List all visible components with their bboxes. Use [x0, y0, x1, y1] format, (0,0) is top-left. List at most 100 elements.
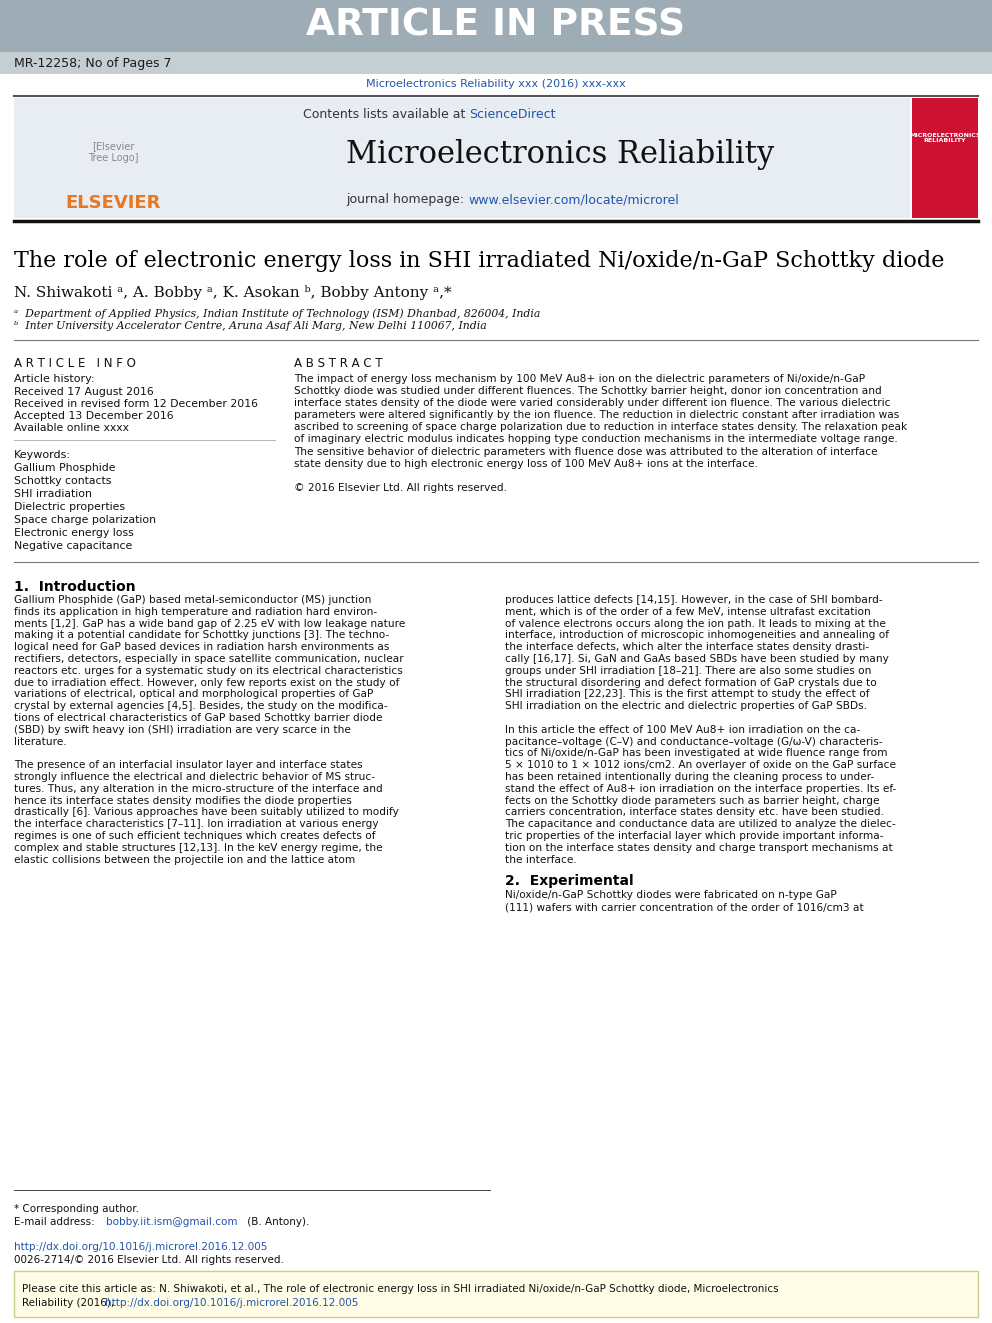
Text: Gallium Phosphide: Gallium Phosphide: [14, 463, 115, 474]
Text: variations of electrical, optical and morphological properties of GaP: variations of electrical, optical and mo…: [14, 689, 373, 700]
Text: interface states density of the diode were varied considerably under different i: interface states density of the diode we…: [294, 398, 891, 409]
Text: state density due to high electronic energy loss of 100 MeV Au8+ ions at the int: state density due to high electronic ene…: [294, 459, 758, 468]
Text: making it a potential candidate for Schottky junctions [3]. The techno-: making it a potential candidate for Scho…: [14, 630, 389, 640]
Text: Schottky contacts: Schottky contacts: [14, 476, 111, 486]
Text: In this article the effect of 100 MeV Au8+ ion irradiation on the ca-: In this article the effect of 100 MeV Au…: [505, 725, 860, 734]
Text: MR-12258; No of Pages 7: MR-12258; No of Pages 7: [14, 57, 172, 70]
Text: produces lattice defects [14,15]. However, in the case of SHI bombard-: produces lattice defects [14,15]. Howeve…: [505, 595, 883, 605]
Text: tion on the interface states density and charge transport mechanisms at: tion on the interface states density and…: [505, 843, 893, 853]
Text: rectifiers, detectors, especially in space satellite communication, nuclear: rectifiers, detectors, especially in spa…: [14, 654, 404, 664]
Text: MICROELECTRONICS
RELIABILITY: MICROELECTRONICS RELIABILITY: [910, 132, 981, 143]
Text: finds its application in high temperature and radiation hard environ-: finds its application in high temperatur…: [14, 607, 377, 617]
Text: The impact of energy loss mechanism by 100 MeV Au8+ ion on the dielectric parame: The impact of energy loss mechanism by 1…: [294, 374, 865, 384]
Text: logical need for GaP based devices in radiation harsh environments as: logical need for GaP based devices in ra…: [14, 642, 390, 652]
Text: SHI irradiation [22,23]. This is the first attempt to study the effect of: SHI irradiation [22,23]. This is the fir…: [505, 689, 870, 700]
Bar: [0, 0, 992, 52]
Text: Microelectronics Reliability: Microelectronics Reliability: [346, 139, 774, 171]
Text: fects on the Schottky diode parameters such as barrier height, charge: fects on the Schottky diode parameters s…: [505, 795, 880, 806]
Text: (111) wafers with carrier concentration of the order of 1016/cm3 at: (111) wafers with carrier concentration …: [505, 902, 864, 912]
Text: ascribed to screening of space charge polarization due to reduction in interface: ascribed to screening of space charge po…: [294, 422, 907, 433]
Text: Keywords:: Keywords:: [14, 450, 71, 460]
Text: the interface.: the interface.: [505, 855, 576, 865]
Text: http://dx.doi.org/10.1016/j.microrel.2016.12.005: http://dx.doi.org/10.1016/j.microrel.201…: [105, 1298, 358, 1308]
Text: SHI irradiation: SHI irradiation: [14, 490, 92, 499]
Text: ments [1,2]. GaP has a wide band gap of 2.25 eV with low leakage nature: ments [1,2]. GaP has a wide band gap of …: [14, 619, 406, 628]
Text: ARTICLE IN PRESS: ARTICLE IN PRESS: [307, 8, 685, 44]
Text: bobby.iit.ism@gmail.com: bobby.iit.ism@gmail.com: [106, 1217, 237, 1226]
Text: (SBD) by swift heavy ion (SHI) irradiation are very scarce in the: (SBD) by swift heavy ion (SHI) irradiati…: [14, 725, 351, 734]
Text: Contents lists available at: Contents lists available at: [303, 107, 469, 120]
Bar: [14, 1271, 978, 1316]
Text: tures. Thus, any alteration in the micro-structure of the interface and: tures. Thus, any alteration in the micro…: [14, 783, 383, 794]
Text: 5 × 1010 to 1 × 1012 ions/cm2. An overlayer of oxide on the GaP surface: 5 × 1010 to 1 × 1012 ions/cm2. An overla…: [505, 761, 896, 770]
Text: cally [16,17]. Si, GaN and GaAs based SBDs have been studied by many: cally [16,17]. Si, GaN and GaAs based SB…: [505, 654, 889, 664]
Text: SHI irradiation on the electric and dielectric properties of GaP SBDs.: SHI irradiation on the electric and diel…: [505, 701, 867, 712]
Text: ELSEVIER: ELSEVIER: [65, 194, 161, 212]
Text: Article history:: Article history:: [14, 374, 94, 384]
Bar: [912, 98, 978, 218]
Text: elastic collisions between the projectile ion and the lattice atom: elastic collisions between the projectil…: [14, 855, 355, 865]
Text: groups under SHI irradiation [18–21]. There are also some studies on: groups under SHI irradiation [18–21]. Th…: [505, 665, 871, 676]
Text: tric properties of the interfacial layer which provide important informa-: tric properties of the interfacial layer…: [505, 831, 884, 841]
Text: has been retained intentionally during the cleaning process to under-: has been retained intentionally during t…: [505, 773, 874, 782]
Text: literature.: literature.: [14, 737, 66, 746]
Text: regimes is one of such efficient techniques which creates defects of: regimes is one of such efficient techniq…: [14, 831, 376, 841]
Text: interface, introduction of microscopic inhomogeneities and annealing of: interface, introduction of microscopic i…: [505, 630, 889, 640]
Text: The capacitance and conductance data are utilized to analyze the dielec-: The capacitance and conductance data are…: [505, 819, 896, 830]
Text: Gallium Phosphide (GaP) based metal-semiconductor (MS) junction: Gallium Phosphide (GaP) based metal-semi…: [14, 595, 371, 605]
Text: * Corresponding author.: * Corresponding author.: [14, 1204, 139, 1215]
Text: 0026-2714/© 2016 Elsevier Ltd. All rights reserved.: 0026-2714/© 2016 Elsevier Ltd. All right…: [14, 1256, 284, 1265]
Text: Please cite this article as: N. Shiwakoti, et al., The role of electronic energy: Please cite this article as: N. Shiwakot…: [22, 1285, 779, 1294]
Text: reactors etc. urges for a systematic study on its electrical characteristics: reactors etc. urges for a systematic stu…: [14, 665, 403, 676]
Text: Electronic energy loss: Electronic energy loss: [14, 528, 134, 538]
Text: 1.  Introduction: 1. Introduction: [14, 579, 136, 594]
Text: the interface defects, which alter the interface states density drasti-: the interface defects, which alter the i…: [505, 642, 869, 652]
Text: due to irradiation effect. However, only few reports exist on the study of: due to irradiation effect. However, only…: [14, 677, 400, 688]
Text: Available online xxxx: Available online xxxx: [14, 423, 129, 433]
Text: Dielectric properties: Dielectric properties: [14, 501, 125, 512]
Text: Microelectronics Reliability xxx (2016) xxx-xxx: Microelectronics Reliability xxx (2016) …: [366, 79, 626, 89]
Text: stand the effect of Au8+ ion irradiation on the interface properties. Its ef-: stand the effect of Au8+ ion irradiation…: [505, 783, 896, 794]
Text: hence its interface states density modifies the diode properties: hence its interface states density modif…: [14, 795, 352, 806]
Text: Ni/oxide/n-GaP Schottky diodes were fabricated on n-type GaP: Ni/oxide/n-GaP Schottky diodes were fabr…: [505, 890, 836, 901]
Text: crystal by external agencies [4,5]. Besides, the study on the modifica-: crystal by external agencies [4,5]. Besi…: [14, 701, 388, 712]
Text: carriers concentration, interface states density etc. have been studied.: carriers concentration, interface states…: [505, 807, 884, 818]
Text: ScienceDirect: ScienceDirect: [469, 107, 556, 120]
Text: Accepted 13 December 2016: Accepted 13 December 2016: [14, 411, 174, 421]
Text: http://dx.doi.org/10.1016/j.microrel.2016.12.005: http://dx.doi.org/10.1016/j.microrel.201…: [14, 1242, 268, 1252]
Bar: [0, 52, 992, 74]
Text: 2.  Experimental: 2. Experimental: [505, 875, 634, 889]
Text: Negative capacitance: Negative capacitance: [14, 541, 132, 550]
Text: The role of electronic energy loss in SHI irradiated Ni/oxide/n-GaP Schottky dio: The role of electronic energy loss in SH…: [14, 250, 944, 273]
Text: [Elsevier
Tree Logo]: [Elsevier Tree Logo]: [87, 142, 138, 163]
Text: complex and stable structures [12,13]. In the keV energy regime, the: complex and stable structures [12,13]. I…: [14, 843, 383, 853]
Text: pacitance–voltage (C–V) and conductance–voltage (G/ω-V) characteris-: pacitance–voltage (C–V) and conductance–…: [505, 737, 883, 746]
Text: E-mail address:: E-mail address:: [14, 1217, 98, 1226]
Text: The sensitive behavior of dielectric parameters with fluence dose was attributed: The sensitive behavior of dielectric par…: [294, 447, 878, 456]
Text: of imaginary electric modulus indicates hopping type conduction mechanisms in th: of imaginary electric modulus indicates …: [294, 434, 898, 445]
Text: the interface characteristics [7–11]. Ion irradiation at various energy: the interface characteristics [7–11]. Io…: [14, 819, 379, 830]
Text: www.elsevier.com/locate/microrel: www.elsevier.com/locate/microrel: [468, 193, 679, 206]
Text: Received in revised form 12 December 2016: Received in revised form 12 December 201…: [14, 400, 258, 409]
Text: the structural disordering and defect formation of GaP crystals due to: the structural disordering and defect fo…: [505, 677, 877, 688]
Text: drastically [6]. Various approaches have been suitably utilized to modify: drastically [6]. Various approaches have…: [14, 807, 399, 818]
Text: Schottky diode was studied under different fluences. The Schottky barrier height: Schottky diode was studied under differe…: [294, 386, 882, 396]
Text: ᵃ  Department of Applied Physics, Indian Institute of Technology (ISM) Dhanbad, : ᵃ Department of Applied Physics, Indian …: [14, 308, 541, 319]
Text: N. Shiwakoti ᵃ, A. Bobby ᵃ, K. Asokan ᵇ, Bobby Antony ᵃ,*: N. Shiwakoti ᵃ, A. Bobby ᵃ, K. Asokan ᵇ,…: [14, 284, 451, 300]
Text: Received 17 August 2016: Received 17 August 2016: [14, 388, 154, 397]
Text: tions of electrical characteristics of GaP based Schottky barrier diode: tions of electrical characteristics of G…: [14, 713, 383, 722]
Bar: [14, 98, 910, 218]
Text: tics of Ni/oxide/n-GaP has been investigated at wide fluence range from: tics of Ni/oxide/n-GaP has been investig…: [505, 749, 888, 758]
Text: Space charge polarization: Space charge polarization: [14, 515, 156, 525]
Text: The presence of an interfacial insulator layer and interface states: The presence of an interfacial insulator…: [14, 761, 363, 770]
Text: ᵇ  Inter University Accelerator Centre, Aruna Asaf Ali Marg, New Delhi 110067, I: ᵇ Inter University Accelerator Centre, A…: [14, 321, 487, 331]
Text: journal homepage:: journal homepage:: [346, 193, 468, 206]
Text: ment, which is of the order of a few MeV, intense ultrafast excitation: ment, which is of the order of a few MeV…: [505, 607, 871, 617]
Text: A B S T R A C T: A B S T R A C T: [294, 357, 383, 370]
Text: Reliability (2016),: Reliability (2016),: [22, 1298, 117, 1308]
Text: parameters were altered significantly by the ion fluence. The reduction in diele: parameters were altered significantly by…: [294, 410, 900, 421]
Text: (B. Antony).: (B. Antony).: [244, 1217, 310, 1226]
Text: strongly influence the electrical and dielectric behavior of MS struc-: strongly influence the electrical and di…: [14, 773, 375, 782]
Text: of valence electrons occurs along the ion path. It leads to mixing at the: of valence electrons occurs along the io…: [505, 619, 886, 628]
Text: A R T I C L E   I N F O: A R T I C L E I N F O: [14, 357, 136, 370]
